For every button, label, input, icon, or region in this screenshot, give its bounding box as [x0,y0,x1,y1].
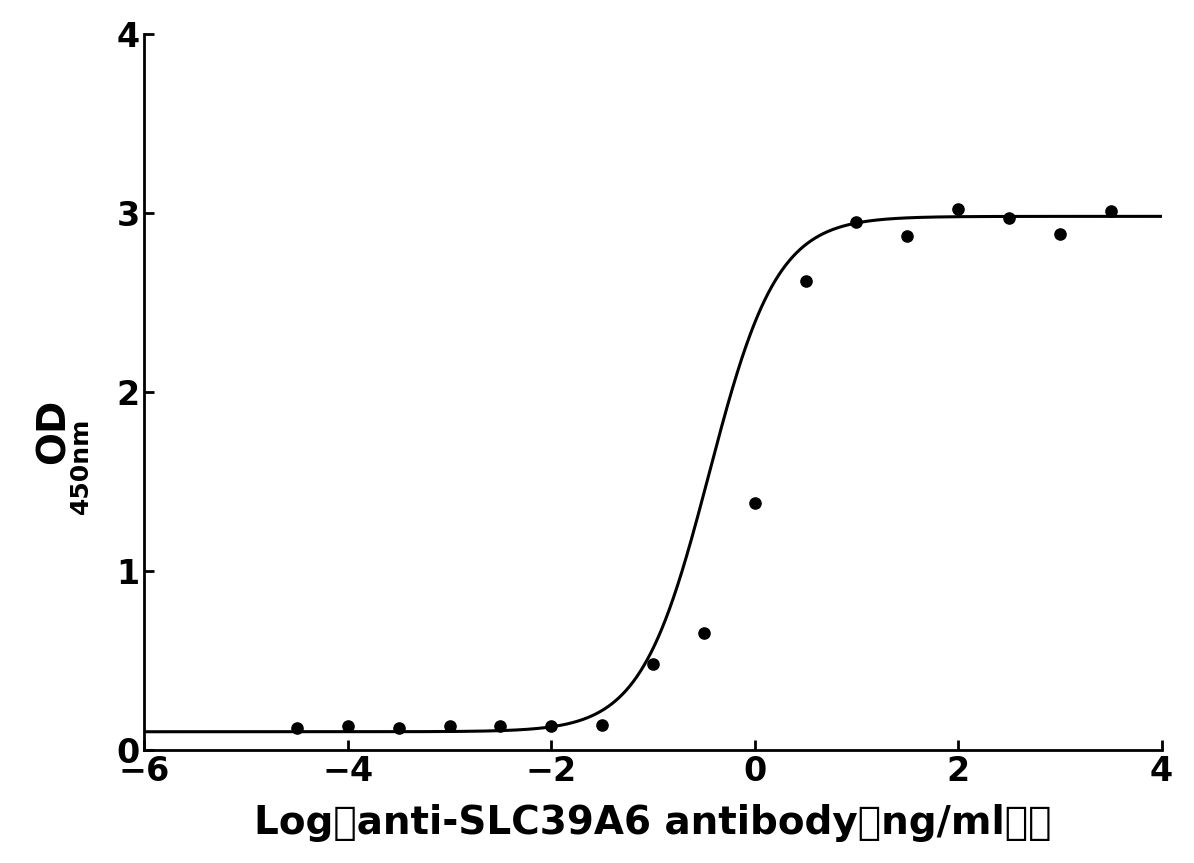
Point [491,720,510,734]
Text: OD: OD [35,399,73,464]
Point [796,274,816,287]
Point [338,720,357,734]
Point [1101,204,1120,217]
Point [389,721,408,735]
Point [745,495,764,509]
Point [695,627,714,640]
Point [847,215,866,229]
Point [288,721,307,735]
Point [441,720,460,734]
X-axis label: Log（anti-SLC39A6 antibody（ng/ml））: Log（anti-SLC39A6 antibody（ng/ml）） [254,804,1052,842]
Point [542,720,561,734]
Point [592,718,611,732]
Point [644,657,663,671]
Point [999,211,1018,225]
Point [1051,227,1070,241]
Text: 450nm: 450nm [69,418,93,514]
Point [898,230,917,243]
Point [948,202,967,216]
